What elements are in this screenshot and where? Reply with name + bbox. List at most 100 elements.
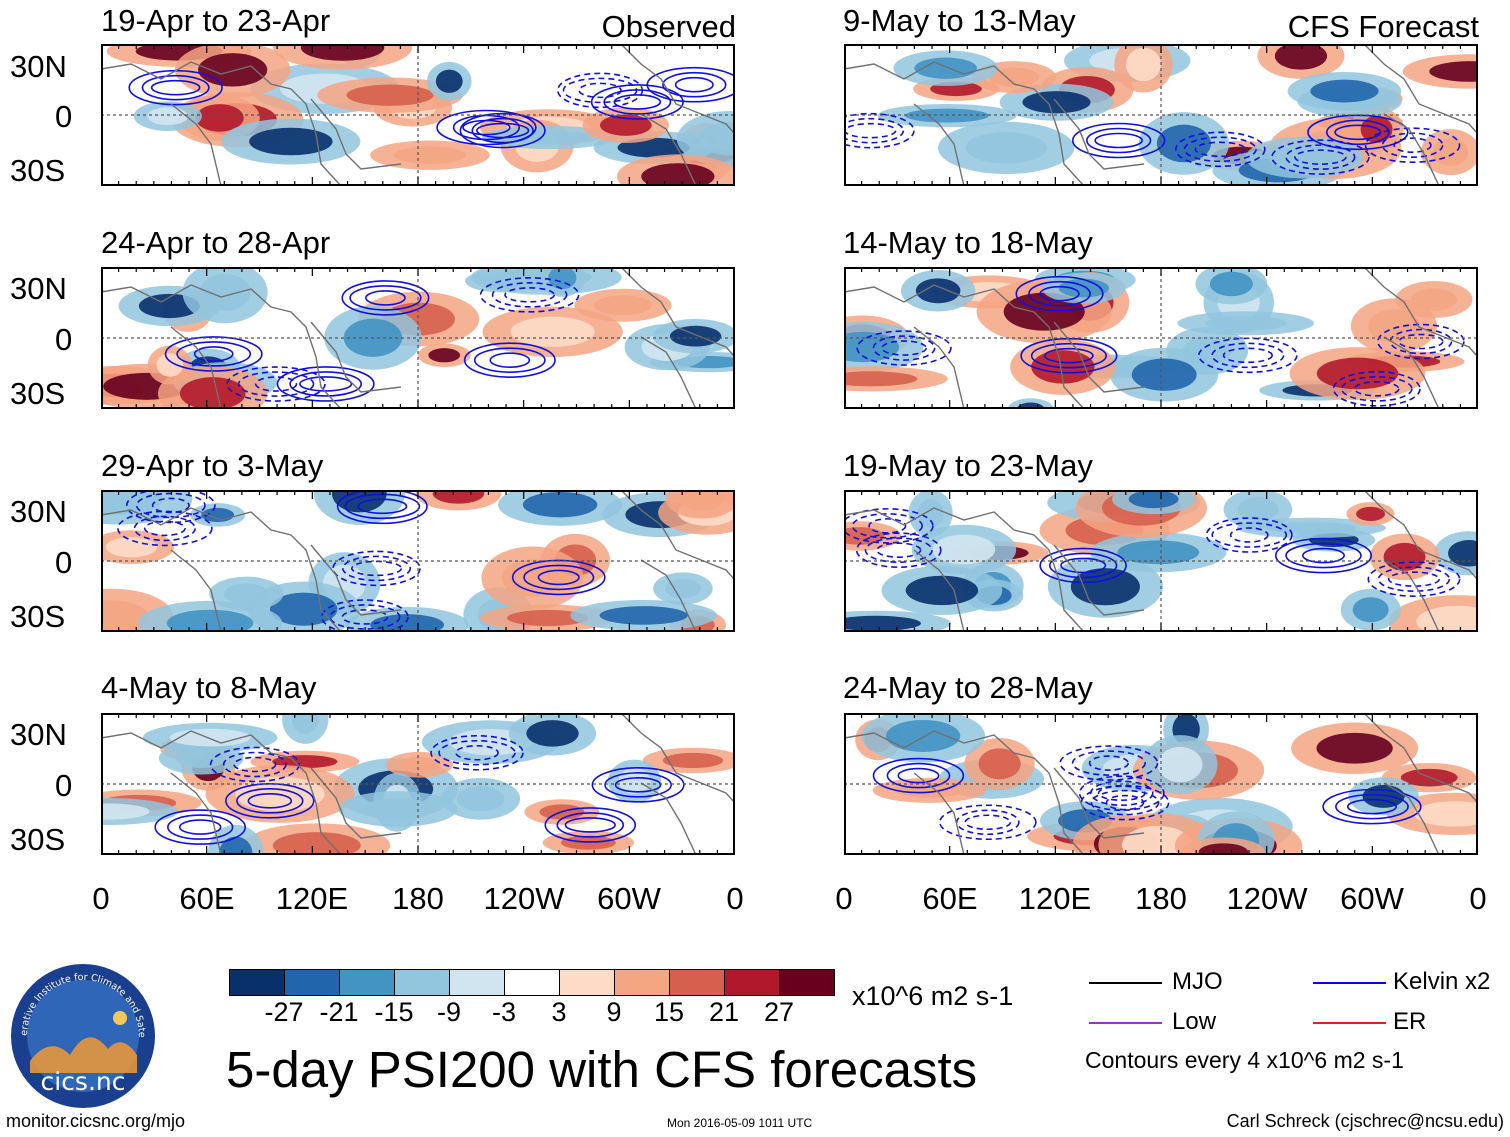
y-tick-label: 0	[55, 545, 73, 580]
anomaly-cell	[221, 118, 361, 165]
coastline	[170, 772, 222, 855]
coastline	[310, 767, 402, 839]
colorbar-swatch	[669, 970, 724, 995]
kelvin-contour	[463, 342, 556, 378]
anomaly-cell	[1195, 267, 1268, 305]
colorbar-label: -15	[374, 997, 414, 1027]
map-panel	[101, 44, 735, 186]
anomaly-cell	[482, 306, 623, 357]
kelvin-contour	[226, 366, 326, 402]
kelvin-contour	[289, 371, 363, 397]
anomaly-cell	[1110, 347, 1219, 402]
anomaly-cell	[1090, 532, 1227, 573]
timestamp: Mon 2016-05-09 1011 UTC	[667, 1116, 813, 1130]
x-tick-label: 0	[92, 881, 110, 916]
kelvin-contour	[342, 555, 412, 582]
colorbar-label: -21	[319, 997, 359, 1027]
colorbar-label: 21	[708, 997, 740, 1027]
coastline	[1363, 713, 1478, 804]
anomaly-cell	[1291, 722, 1419, 774]
anomaly-cell	[908, 490, 953, 538]
kelvin-contour	[489, 352, 531, 368]
colorbar-label: -9	[436, 997, 462, 1027]
kelvin-contour	[1060, 557, 1107, 574]
anomaly-cell	[665, 490, 735, 519]
kelvin-contour	[868, 518, 907, 534]
anomaly-cell	[508, 713, 597, 756]
kelvin-contour	[544, 807, 637, 843]
kelvin-contour	[193, 346, 234, 362]
anomaly-cell	[642, 747, 735, 774]
anomaly-cell	[441, 778, 521, 820]
panel-title: 29-Apr to 3-May	[101, 448, 324, 483]
y-tick-label: 0	[55, 99, 73, 134]
coastline	[640, 113, 697, 186]
colorbar-swatch	[339, 970, 394, 995]
kelvin-contour	[1307, 114, 1409, 151]
kelvin-contour	[133, 515, 196, 542]
coastline	[640, 336, 697, 409]
anomaly-cell	[844, 366, 948, 392]
anomaly-cell	[481, 546, 584, 610]
kelvin-contour	[254, 376, 298, 392]
observed-label: Observed	[601, 9, 736, 44]
main-title: 5-day PSI200 with CFS forecasts	[226, 1041, 978, 1098]
legend-label-mjo: MJO	[1172, 968, 1223, 995]
coastline	[1053, 767, 1145, 839]
legend-line-er	[1313, 1022, 1386, 1024]
legend-label-low: Low	[1172, 1008, 1217, 1035]
anomaly-cell	[1177, 311, 1314, 336]
kelvin-contour	[1346, 798, 1398, 815]
kelvin-contour	[1353, 381, 1400, 397]
kelvin-contour	[365, 290, 406, 306]
coastline	[310, 321, 402, 393]
kelvin-contour	[150, 79, 201, 96]
kelvin-contour	[299, 376, 353, 392]
anomaly-cell	[616, 154, 735, 186]
kelvin-contour	[872, 757, 965, 794]
anomaly-cell	[1340, 588, 1401, 631]
anomaly-cell	[881, 565, 1003, 615]
panel-title: 19-Apr to 23-Apr	[101, 3, 331, 38]
panel-title: 14-May to 18-May	[843, 225, 1093, 260]
colorbar-swatch	[779, 970, 834, 995]
kelvin-contour	[1086, 127, 1152, 154]
map-panel	[844, 713, 1478, 855]
kelvin-contour	[523, 564, 595, 591]
colorbar-swatch	[724, 970, 779, 995]
kelvin-contour	[844, 117, 905, 144]
coastline	[620, 44, 735, 135]
coastline	[844, 61, 1085, 186]
kelvin-contour	[491, 282, 568, 308]
kelvin-contour	[1381, 132, 1444, 159]
kelvin-contour	[1285, 144, 1356, 170]
coastline	[170, 326, 222, 409]
coastline	[620, 267, 735, 358]
coastline	[101, 507, 342, 632]
y-tick-label: 30S	[10, 153, 66, 188]
website-link[interactable]: monitor.cicsnc.org/mjo	[6, 1111, 186, 1131]
kelvin-contour	[473, 347, 546, 373]
kelvin-contour	[209, 746, 300, 783]
kelvin-contour	[1071, 122, 1166, 159]
kelvin-contour	[125, 490, 216, 524]
kelvin-contour	[1222, 347, 1273, 364]
legend-label-er: ER	[1393, 1008, 1427, 1035]
anomaly-cell	[1041, 272, 1126, 304]
y-tick-label: 30N	[10, 717, 67, 752]
anomaly-cell	[1350, 298, 1438, 354]
anomaly-cell	[417, 343, 471, 368]
kelvin-contour	[613, 94, 662, 110]
kelvin-contour	[1078, 775, 1165, 811]
kelvin-contour	[872, 335, 936, 361]
coastline	[1383, 336, 1440, 409]
kelvin-contour	[1071, 750, 1146, 776]
kelvin-contour	[1322, 788, 1422, 825]
kelvin-contour	[1325, 119, 1390, 146]
y-tick-label: 30S	[10, 376, 66, 411]
coastline	[844, 284, 1085, 409]
kelvin-contour	[276, 366, 375, 402]
kelvin-contour	[855, 532, 942, 568]
kelvin-contour	[1028, 280, 1091, 307]
kelvin-contour	[476, 122, 530, 139]
